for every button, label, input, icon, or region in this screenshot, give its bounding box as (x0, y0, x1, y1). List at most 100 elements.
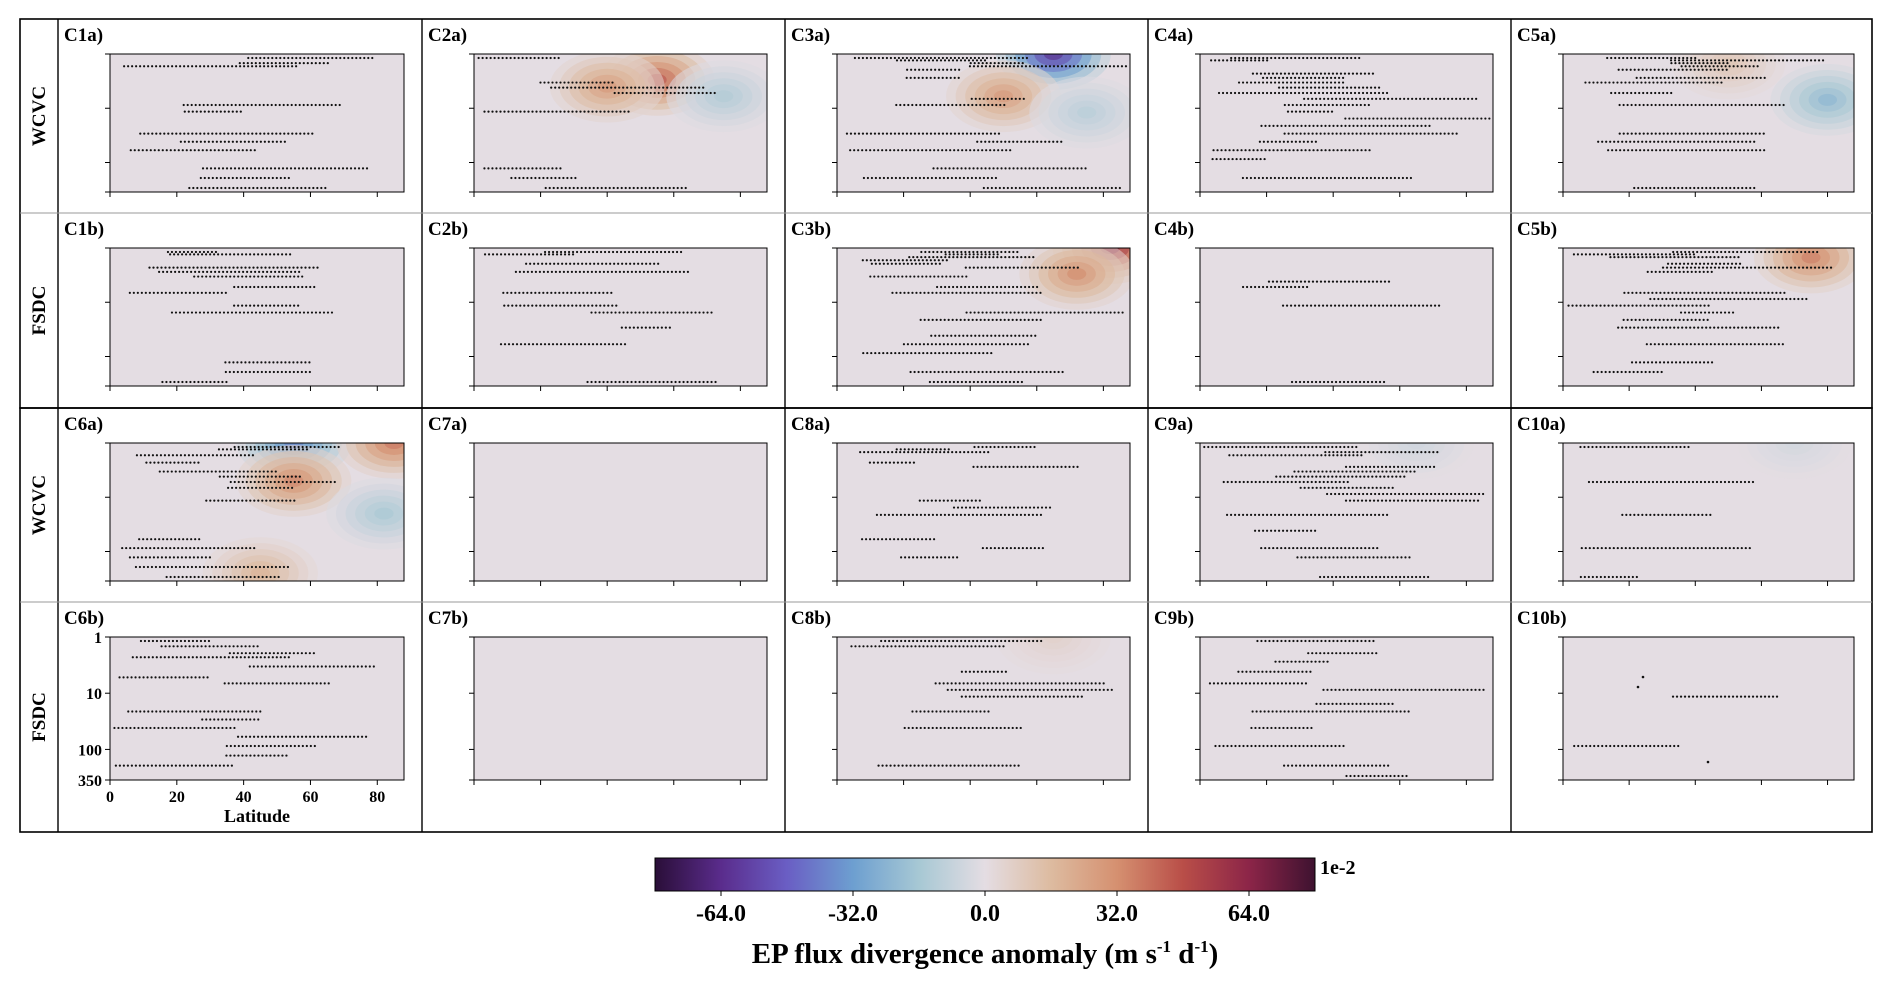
significance-dot (671, 250, 675, 254)
significance-dot (986, 343, 990, 346)
significance-dot (1330, 56, 1333, 60)
significance-dot (981, 546, 984, 550)
significance-dot (562, 86, 565, 89)
significance-dot (678, 380, 681, 384)
significance-dot (263, 486, 266, 489)
significance-dot (1014, 97, 1017, 100)
significance-dot (1701, 326, 1704, 329)
significance-dot (274, 565, 278, 569)
significance-dot (483, 110, 486, 113)
significance-dot (1360, 499, 1364, 502)
significance-dot (1007, 513, 1011, 516)
significance-dot (308, 361, 311, 364)
significance-dot (1431, 132, 1434, 135)
significance-dot (1036, 140, 1039, 143)
significance-dot (1116, 65, 1120, 68)
significance-dot (1347, 132, 1350, 135)
significance-dot (282, 103, 285, 107)
significance-dot (274, 470, 277, 473)
significance-dot (674, 86, 677, 89)
significance-dot (1789, 59, 1793, 62)
significance-dot (1686, 103, 1689, 107)
significance-dot (1682, 132, 1685, 135)
significance-dot (1658, 270, 1661, 273)
significance-dot (1595, 304, 1598, 307)
significance-dot (868, 461, 872, 464)
significance-dot (186, 311, 190, 314)
significance-dot (940, 380, 943, 384)
significance-dot (913, 275, 916, 278)
significance-dot (545, 262, 548, 265)
significance-dot (1651, 76, 1654, 79)
significance-dot (224, 361, 227, 364)
significance-dot (930, 176, 934, 180)
significance-dot (1383, 97, 1386, 100)
significance-dot (150, 565, 154, 569)
significance-dot (990, 343, 994, 346)
significance-dot (1307, 103, 1310, 107)
significance-dot (1283, 103, 1286, 107)
significance-dot (1060, 266, 1063, 269)
significance-dot (1353, 304, 1357, 307)
significance-dot (231, 65, 234, 68)
significance-dot (1665, 326, 1668, 329)
significance-dot (1329, 470, 1332, 473)
significance-dot (1376, 556, 1379, 559)
significance-dot (248, 186, 251, 190)
significance-dot (551, 304, 554, 307)
significance-dot (183, 132, 186, 135)
significance-dot (1701, 255, 1704, 259)
significance-dot (1251, 445, 1254, 449)
significance-dot (1271, 445, 1274, 449)
significance-dot (1661, 513, 1664, 516)
significance-dot (1825, 266, 1829, 269)
significance-dot (495, 253, 499, 256)
significance-dot (205, 275, 208, 278)
significance-dot (1670, 270, 1673, 273)
significance-dot (1757, 343, 1760, 346)
significance-dot (944, 255, 947, 259)
significance-dot (1729, 59, 1733, 62)
significance-dot (234, 270, 237, 273)
significance-dot (1696, 250, 1699, 254)
significance-dot (996, 65, 1000, 68)
significance-dot (1655, 480, 1659, 484)
significance-dot (254, 475, 257, 478)
significance-dot (1313, 81, 1317, 84)
significance-dot (555, 343, 559, 346)
significance-dot (310, 103, 313, 107)
significance-dot (1027, 513, 1031, 516)
significance-dot (910, 262, 913, 265)
significance-dot (1361, 304, 1365, 307)
significance-dot (1341, 81, 1345, 84)
significance-dot (1269, 81, 1273, 84)
significance-dot (266, 475, 269, 478)
significance-dot (331, 56, 334, 60)
significance-dot (999, 103, 1002, 107)
significance-dot (899, 103, 902, 107)
significance-dot (1288, 546, 1291, 550)
significance-dot (913, 149, 916, 152)
significance-dot (958, 68, 961, 71)
significance-dot (271, 56, 274, 60)
significance-dot (927, 291, 930, 294)
significance-dot (934, 262, 937, 265)
significance-dot (955, 318, 958, 321)
significance-dot (200, 291, 203, 294)
significance-dot (1347, 445, 1350, 449)
significance-dot (1773, 59, 1777, 62)
significance-dot (1241, 285, 1245, 289)
significance-dot (1458, 492, 1461, 496)
significance-dot (1659, 445, 1662, 449)
significance-dot (271, 140, 274, 143)
significance-dot (279, 486, 282, 489)
significance-dot (188, 291, 191, 294)
significance-dot (1416, 124, 1419, 127)
significance-dot (1309, 81, 1313, 84)
significance-dot (1361, 91, 1365, 95)
significance-dot (499, 343, 503, 346)
significance-dot (602, 291, 605, 294)
significance-dot (1604, 370, 1607, 374)
significance-dot (1300, 556, 1303, 559)
significance-dot (263, 176, 266, 180)
